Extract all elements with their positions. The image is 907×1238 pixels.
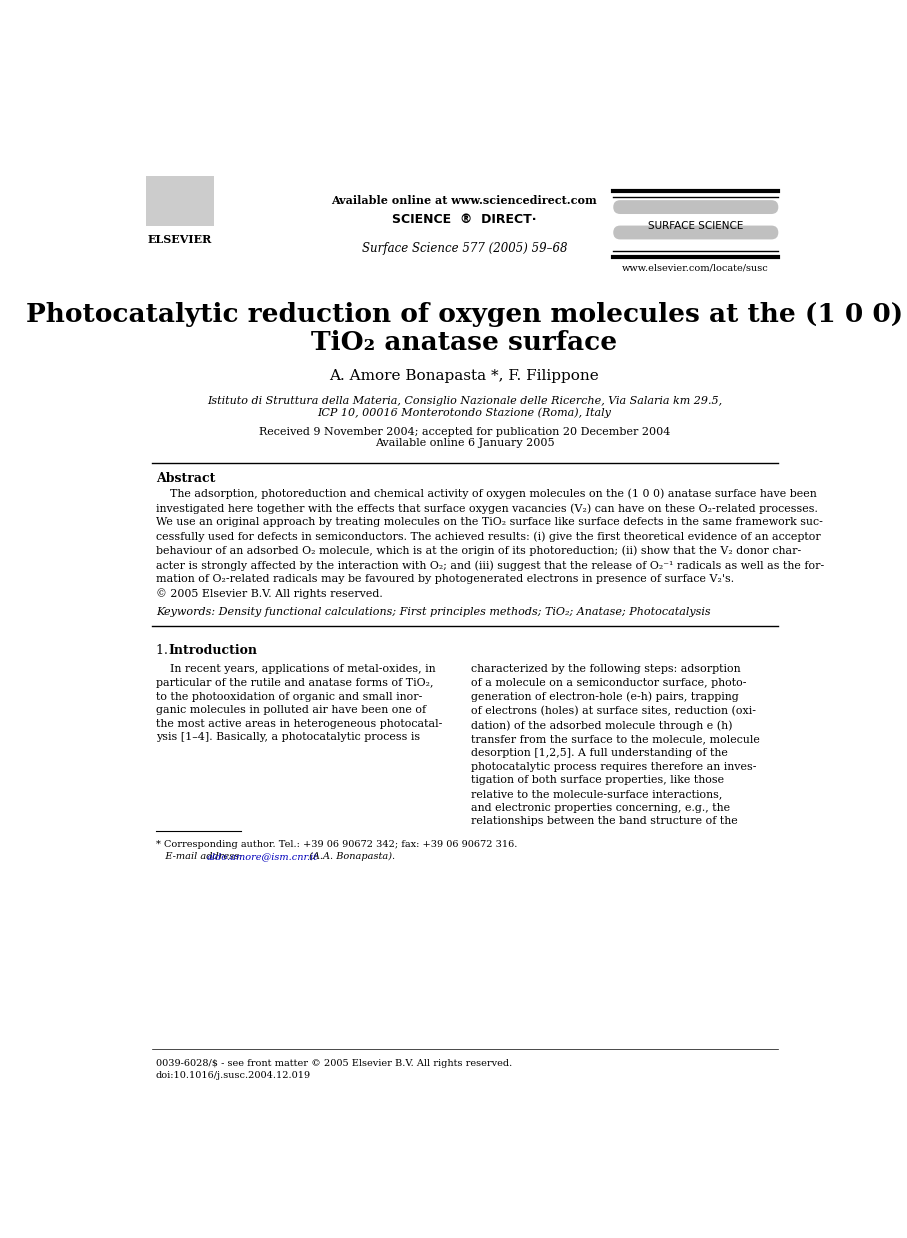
Text: aldo.amore@ism.cnr.it: aldo.amore@ism.cnr.it	[207, 852, 317, 862]
Text: A. Amore Bonapasta *, F. Filippone: A. Amore Bonapasta *, F. Filippone	[329, 369, 600, 384]
Text: 0039-6028/$ - see front matter © 2005 Elsevier B.V. All rights reserved.: 0039-6028/$ - see front matter © 2005 El…	[156, 1058, 512, 1067]
Text: ICP 10, 00016 Monterotondo Stazione (Roma), Italy: ICP 10, 00016 Monterotondo Stazione (Rom…	[317, 407, 611, 418]
Text: Introduction: Introduction	[169, 644, 258, 657]
Text: Abstract: Abstract	[156, 472, 215, 484]
Text: ELSEVIER: ELSEVIER	[148, 234, 212, 245]
Text: doi:10.1016/j.susc.2004.12.019: doi:10.1016/j.susc.2004.12.019	[156, 1071, 311, 1080]
FancyBboxPatch shape	[613, 225, 778, 239]
Text: * Corresponding author. Tel.: +39 06 90672 342; fax: +39 06 90672 316.: * Corresponding author. Tel.: +39 06 906…	[156, 841, 517, 849]
Text: 1.: 1.	[156, 644, 171, 657]
Text: E-mail address:: E-mail address:	[156, 852, 246, 862]
Text: SCIENCE  ®  DIRECT·: SCIENCE ® DIRECT·	[392, 213, 537, 225]
FancyBboxPatch shape	[613, 201, 778, 214]
Text: Received 9 November 2004; accepted for publication 20 December 2004: Received 9 November 2004; accepted for p…	[258, 427, 670, 437]
Text: (A.A. Bonapasta).: (A.A. Bonapasta).	[306, 852, 395, 862]
Text: SURFACE SCIENCE: SURFACE SCIENCE	[648, 220, 743, 230]
Text: Istituto di Struttura della Materia, Consiglio Nazionale delle Ricerche, Via Sal: Istituto di Struttura della Materia, Con…	[207, 396, 722, 406]
Text: Keywords: Density functional calculations; First principles methods; TiO₂; Anata: Keywords: Density functional calculation…	[156, 607, 710, 617]
Text: In recent years, applications of metal-oxides, in
particular of the rutile and a: In recent years, applications of metal-o…	[156, 665, 443, 743]
Text: Surface Science 577 (2005) 59–68: Surface Science 577 (2005) 59–68	[362, 243, 567, 255]
Text: Photocatalytic reduction of oxygen molecules at the (1 0 0): Photocatalytic reduction of oxygen molec…	[26, 302, 903, 327]
Text: The adsorption, photoreduction and chemical activity of oxygen molecules on the : The adsorption, photoreduction and chemi…	[156, 489, 824, 599]
FancyBboxPatch shape	[146, 176, 214, 225]
Text: www.elsevier.com/locate/susc: www.elsevier.com/locate/susc	[622, 264, 769, 272]
Text: characterized by the following steps: adsorption
of a molecule on a semiconducto: characterized by the following steps: ad…	[472, 665, 760, 826]
Text: Available online at www.sciencedirect.com: Available online at www.sciencedirect.co…	[332, 196, 598, 207]
Text: TiO₂ anatase surface: TiO₂ anatase surface	[311, 331, 618, 355]
Text: Available online 6 January 2005: Available online 6 January 2005	[375, 438, 554, 448]
